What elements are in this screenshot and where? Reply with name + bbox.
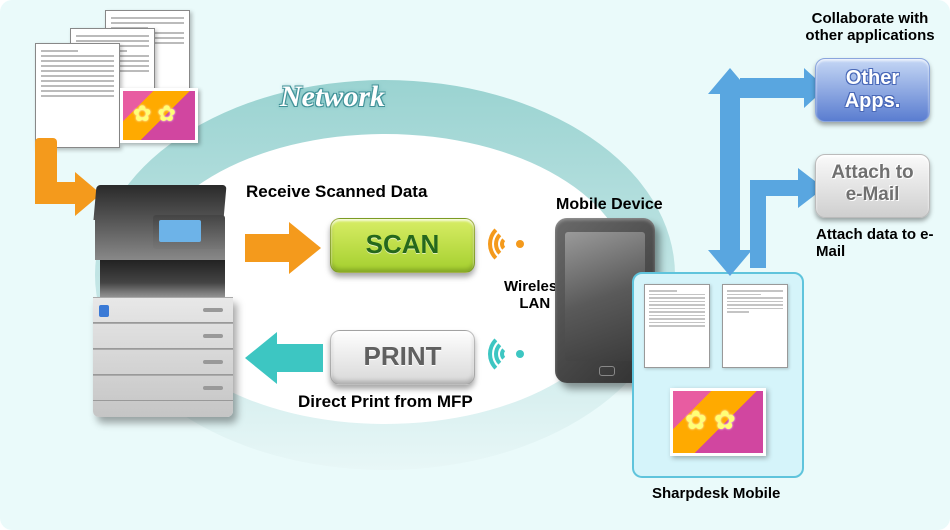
attach-line2: e-Mail [816,184,929,206]
print-button: PRINT [330,330,475,385]
direct-print-label: Direct Print from MFP [298,392,473,412]
document-page [35,43,120,148]
receive-scanned-label: Receive Scanned Data [246,182,427,202]
sharpdesk-label: Sharpdesk Mobile [652,485,780,502]
wifi-print-icon [488,330,538,380]
attach-email-button: Attach to e-Mail [815,154,930,218]
sharpdesk-photo [670,388,766,456]
other-apps-line2: Apps. [816,90,929,113]
other-apps-button: Other Apps. [815,58,930,122]
scan-button: SCAN [330,218,475,273]
wifi-scan-icon [488,220,538,270]
attach-line1: Attach to [816,162,929,184]
mfp-printer [85,185,240,430]
diagram-canvas: Network Receive Scanned Data Direct Prin… [0,0,950,530]
collaborate-label: Collaborate with other applications [792,10,948,44]
attach-data-label: Attach data to e-Mail [816,226,946,260]
network-title: Network [280,80,385,114]
photo-thumbnail [120,88,198,143]
sharpdesk-doc [644,284,710,368]
other-apps-line1: Other [816,67,929,90]
sharpdesk-doc [722,284,788,368]
mfp-screen-icon [153,215,225,249]
documents-stack [35,10,210,145]
mobile-device-label: Mobile Device [556,196,663,214]
